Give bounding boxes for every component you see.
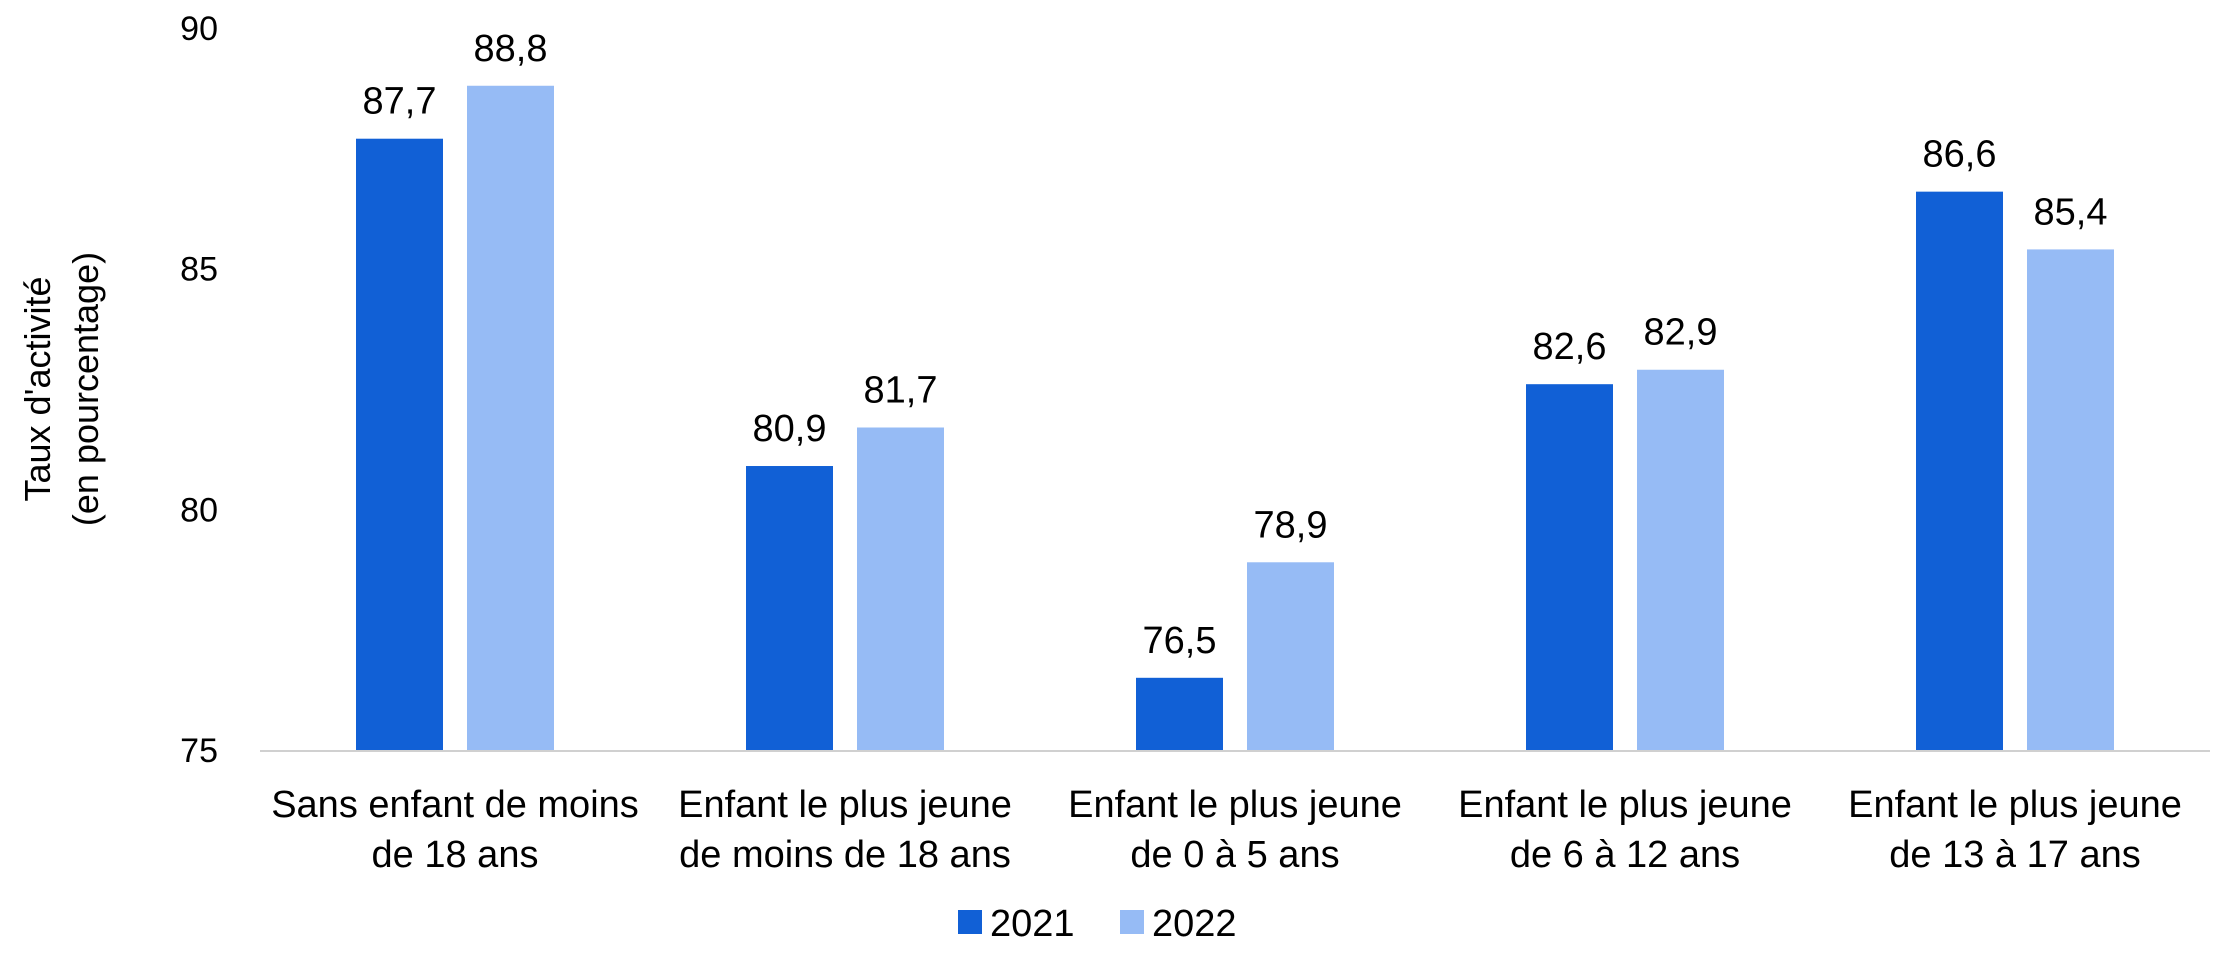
legend-swatch: [1120, 910, 1144, 934]
data-label-2021: 86,6: [1923, 134, 1997, 176]
data-label-2022: 85,4: [2034, 191, 2108, 233]
x-category-label: Enfant le plus jeune: [678, 784, 1012, 826]
x-axis-categories: Sans enfant de moins de 18 ans Enfant le p…: [271, 784, 2182, 876]
bar-2022: [2027, 249, 2114, 750]
bar-2021: [1136, 677, 1223, 750]
legend-label: 2021: [990, 903, 1075, 945]
bar-2022: [1637, 369, 1724, 750]
data-label-2022: 81,7: [864, 370, 938, 412]
y-tick-label: 90: [180, 10, 218, 48]
bar-2021: [1526, 384, 1613, 750]
data-label-2021: 80,9: [753, 408, 827, 450]
data-label-2021: 82,6: [1533, 326, 1607, 368]
bar-2021: [356, 138, 443, 750]
legend: 2021 2022: [958, 903, 1237, 945]
data-label-2021: 87,7: [363, 81, 437, 123]
x-category-label: Enfant le plus jeune: [1068, 784, 1402, 826]
y-axis-title-line: Taux d'activité: [17, 277, 58, 502]
y-tick-label: 80: [180, 491, 218, 529]
x-category-label: de 6 à 12 ans: [1510, 834, 1740, 876]
legend-item-2022: 2022: [1120, 903, 1237, 945]
legend-item-2021: 2021: [958, 903, 1075, 945]
bar-2022: [1247, 562, 1334, 750]
bar-2022: [857, 427, 944, 750]
x-category-label: Sans enfant de moins: [271, 784, 639, 826]
legend-swatch: [958, 910, 982, 934]
x-category-label: de moins de 18 ans: [679, 834, 1011, 876]
bars: 87,7 88,8 80,9 81,7 76,5 78,9 82,6 82,9 86,6 85,4: [356, 28, 2114, 751]
x-category-label: de 18 ans: [372, 834, 539, 876]
bar-2021: [1916, 191, 2003, 751]
data-label-2022: 88,8: [474, 28, 548, 70]
y-axis-ticks: 75 80 85 90: [180, 10, 218, 770]
x-category-label: Enfant le plus jeune: [1458, 784, 1792, 826]
x-category-label: de 13 à 17 ans: [1889, 834, 2140, 876]
data-label-2022: 82,9: [1644, 312, 1718, 354]
legend-label: 2022: [1152, 903, 1237, 945]
y-axis-title: Taux d'activité (en pourcentage): [17, 252, 106, 526]
bar-2022: [467, 85, 554, 750]
y-tick-label: 75: [180, 732, 218, 770]
x-category-label: Enfant le plus jeune: [1848, 784, 2182, 826]
y-axis-title-line: (en pourcentage): [65, 252, 106, 526]
bar-2021: [746, 466, 833, 750]
x-category-label: de 0 à 5 ans: [1130, 834, 1339, 876]
data-label-2021: 76,5: [1143, 620, 1217, 662]
data-label-2022: 78,9: [1254, 504, 1328, 546]
y-tick-label: 85: [180, 251, 218, 289]
